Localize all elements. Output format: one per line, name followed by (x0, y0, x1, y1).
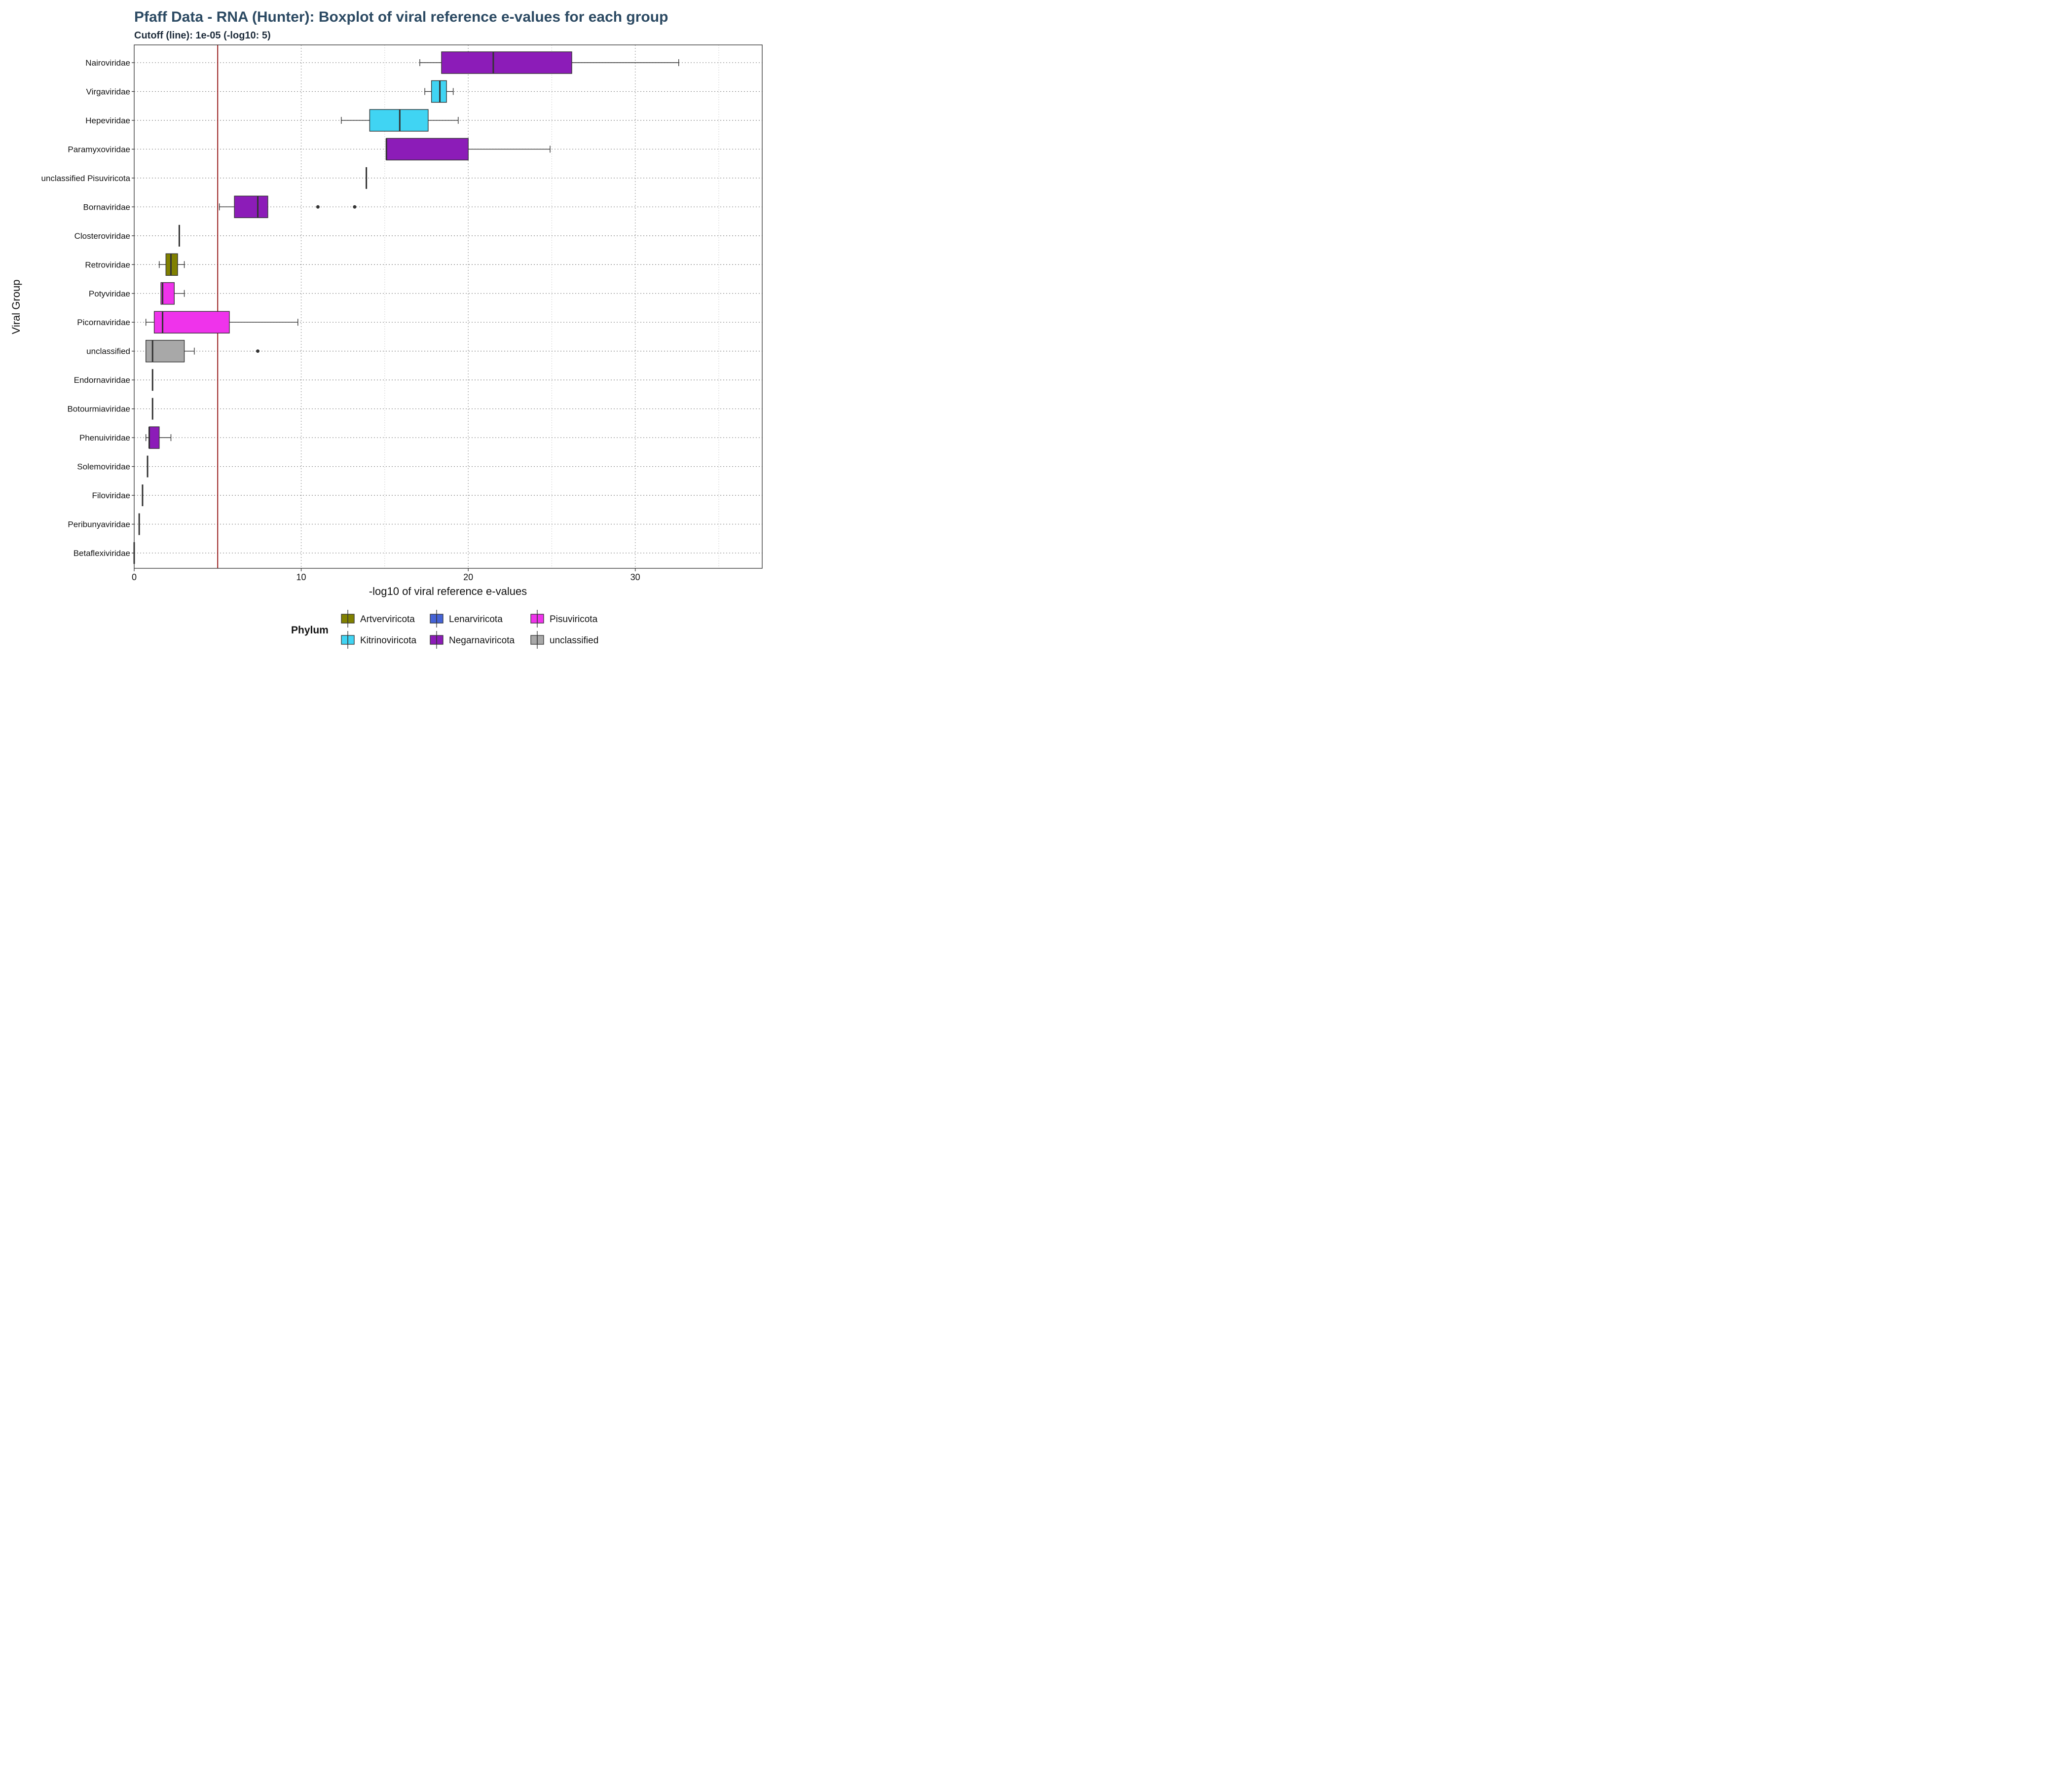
box-unclassified (145, 340, 260, 363)
category-label: Potyviridae (89, 289, 130, 298)
box-retroviridae (159, 253, 185, 276)
legend-label: Kitrinoviricota (360, 635, 416, 646)
x-tick-label: 0 (132, 572, 137, 582)
category-label: Closteroviridae (74, 231, 130, 241)
box-hepeviridae (341, 109, 459, 132)
x-tick-label: 10 (296, 572, 306, 582)
category-label: Endornaviridae (74, 375, 130, 385)
outlier-point (353, 205, 357, 209)
legend-label: Lenarviricota (449, 614, 503, 625)
chart-title: Pfaff Data - RNA (Hunter): Boxplot of vi… (134, 9, 668, 25)
legend-item: Pisuviricota (530, 610, 598, 628)
category-label: unclassified (86, 347, 130, 356)
outlier-point (316, 205, 320, 209)
plot-area: Nairoviridae Virgaviridae Hepeviridae Param… (41, 44, 763, 582)
boxplot-chart: Pfaff Data - RNA (Hunter): Boxplot of vi… (10, 9, 763, 649)
legend-item: Negarnaviricota (430, 631, 515, 649)
box-iqr (165, 253, 178, 276)
panel-border (134, 44, 763, 569)
legend-label: Pisuviricota (550, 614, 598, 625)
category-label: Botourmiaviridae (67, 405, 130, 414)
legend: Phylum Artverviricota Kitrinoviricota Lena… (291, 610, 598, 649)
outlier-point (256, 349, 260, 353)
legend-title: Phylum (291, 625, 329, 636)
box-iqr (386, 138, 469, 161)
box-picornaviridae (145, 311, 298, 333)
box-iqr (431, 80, 447, 103)
x-tick-label: 30 (630, 572, 640, 582)
box-iqr (148, 426, 160, 449)
legend-label: Negarnaviricota (449, 635, 515, 646)
category-label: Peribunyaviridae (68, 520, 130, 529)
box-bornaviridae (219, 195, 357, 219)
category-label: Nairoviridae (85, 58, 130, 68)
legend-item: Artverviricota (341, 610, 415, 628)
box-potyviridae (160, 282, 185, 305)
category-label: Solemoviridae (77, 462, 130, 472)
box-nairoviridae (419, 51, 679, 74)
chart-subtitle: Cutoff (line): 1e-05 (-log10: 5) (134, 30, 271, 41)
category-label: Paramyxoviridae (68, 145, 130, 154)
category-label: Hepeviridae (85, 116, 130, 125)
category-label: Virgaviridae (86, 87, 130, 96)
box-iqr (145, 340, 185, 363)
box-phenuiviridae (145, 426, 172, 449)
x-axis-title: -log10 of viral reference e-values (369, 585, 527, 597)
legend-item: Lenarviricota (430, 610, 503, 628)
category-label: unclassified Pisuviricota (41, 174, 131, 183)
x-tick-label: 20 (463, 572, 473, 582)
category-label: Picornaviridae (77, 318, 130, 327)
legend-item: Kitrinoviricota (341, 631, 416, 649)
legend-label: unclassified (550, 635, 598, 646)
legend-item: unclassified (530, 631, 598, 649)
box-iqr (369, 109, 429, 132)
box-paramyxoviridae (385, 138, 551, 161)
category-label: Filoviridae (92, 491, 130, 500)
category-label: Bornaviridae (83, 202, 130, 212)
legend-label: Artverviricota (360, 614, 415, 625)
box-virgaviridae (424, 80, 454, 103)
y-axis-title: Viral Group (10, 280, 22, 334)
box-iqr (441, 51, 572, 74)
category-label: Phenuiviridae (79, 433, 130, 443)
category-label: Retroviridae (85, 260, 130, 269)
box-iqr (153, 311, 230, 333)
category-label: Betaflexiviridae (74, 549, 130, 558)
box-iqr (234, 195, 268, 219)
